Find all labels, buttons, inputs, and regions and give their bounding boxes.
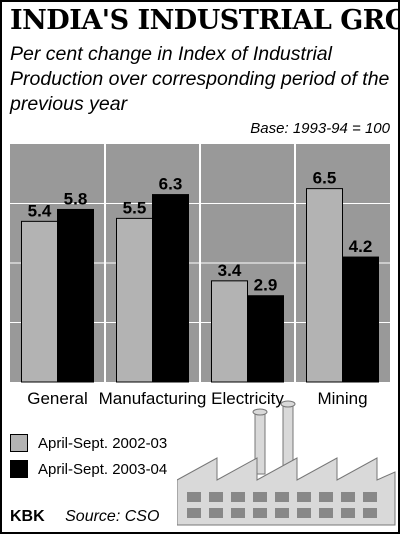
category-label-general: General [27,389,87,408]
source-note: Source: CSO [65,508,160,525]
value-label: 4.2 [349,237,373,256]
chart-subtitle: Per cent change in Index of Industrial P… [10,43,390,115]
credit-line: KBK Source: CSO [10,508,159,526]
base-note: Base: 1993-94 = 100 [250,120,390,137]
legend-label-2002-03: April-Sept. 2002-03 [38,434,168,452]
bar-chart: 5.4 5.8 5.5 6.3 3.4 2.9 6.5 4.2 General Manufact… [10,144,390,408]
category-label-electricity: Electricity [211,389,284,408]
value-label: 6.3 [159,175,183,194]
value-label: 6.5 [313,169,337,188]
value-label: 2.9 [254,276,278,295]
value-labels: 5.4 5.8 5.5 6.3 3.4 2.9 6.5 4.2 [28,169,373,295]
value-label: 5.8 [64,189,88,208]
category-label-mining: Mining [317,389,367,408]
bar-electricity-0 [211,280,248,383]
bar-manufacturing-0 [116,217,153,383]
category-dividers [104,144,296,382]
factory-illustration [177,400,396,526]
legend-swatch-2002-03 [10,434,28,452]
chart-title: INDIA'S INDUSTRIAL GROWTH [10,5,398,36]
bar-mining-0 [306,188,343,383]
legend-item-2003-04: April-Sept. 2003-04 [10,458,167,480]
value-label: 5.4 [28,201,52,220]
legend-swatch-2003-04 [10,460,28,478]
value-label: 5.5 [123,198,147,217]
legend-item-2002-03: April-Sept. 2002-03 [10,432,167,454]
category-label-manufacturing: Manufacturing [99,389,207,408]
bars [21,188,379,383]
category-labels: General Manufacturing Electricity Mining [27,389,367,408]
bar-general-0 [21,220,58,383]
bar-electricity-1 [247,295,284,383]
bar-manufacturing-1 [152,194,189,383]
bar-general-1 [57,208,94,383]
legend-label-2003-04: April-Sept. 2003-04 [38,460,168,478]
brand-logo: KBK [10,508,45,525]
value-label: 3.4 [218,261,242,280]
bar-mining-1 [342,256,379,383]
legend: April-Sept. 2002-03 April-Sept. 2003-04 [10,432,167,484]
